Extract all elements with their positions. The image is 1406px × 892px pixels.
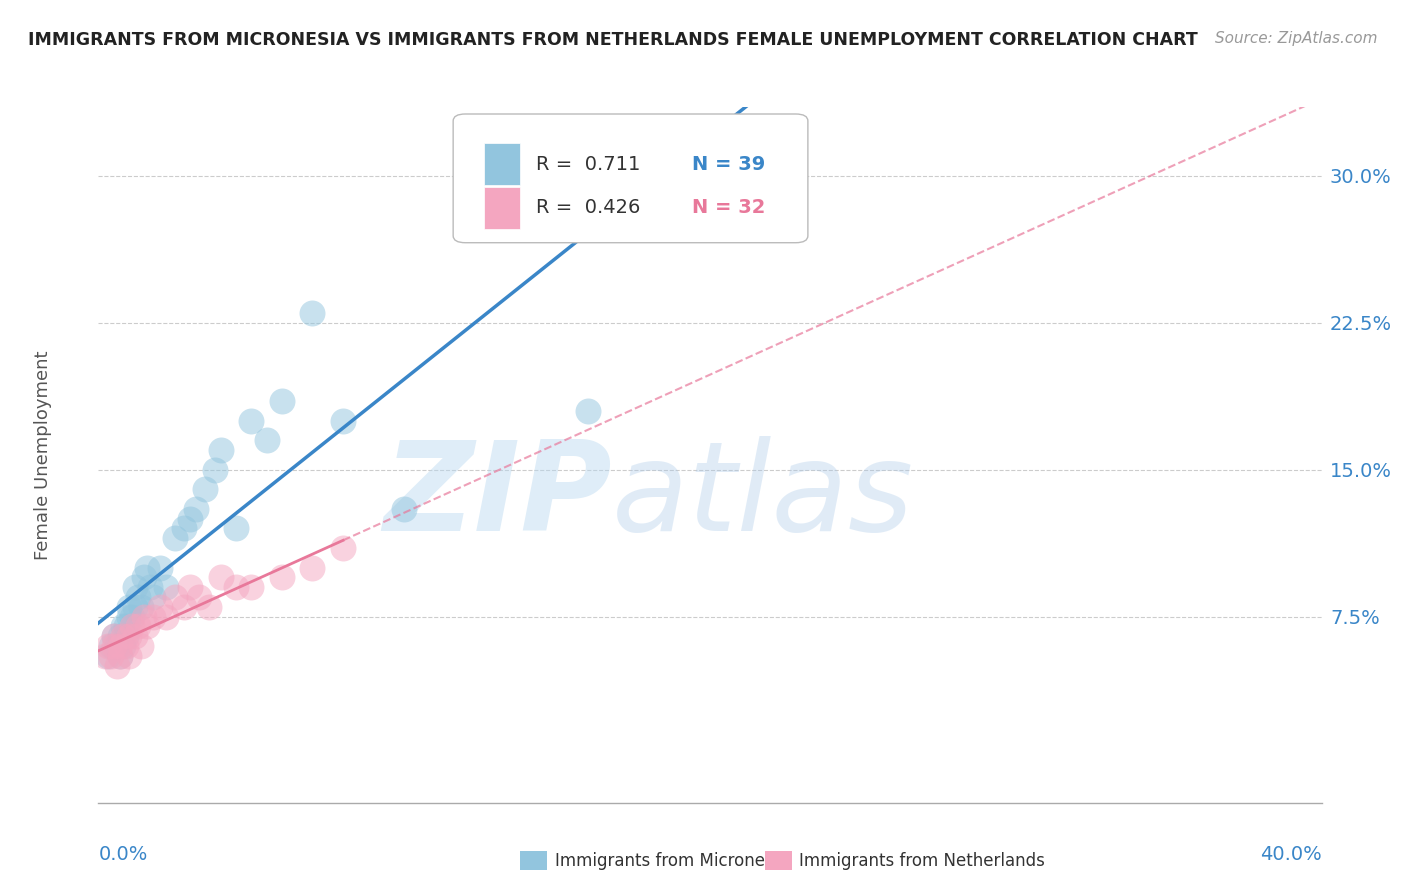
- Point: [134, 570, 156, 584]
- Text: Female Unemployment: Female Unemployment: [34, 351, 52, 559]
- Point: [179, 511, 201, 525]
- Point: [118, 609, 141, 624]
- Text: N = 39: N = 39: [692, 154, 765, 174]
- Point: [127, 619, 149, 633]
- Point: [115, 629, 138, 643]
- Point: [225, 521, 247, 535]
- Text: ZIP: ZIP: [384, 436, 612, 558]
- Point: [118, 599, 141, 614]
- Point: [209, 570, 232, 584]
- Point: [186, 501, 208, 516]
- Point: [129, 639, 152, 653]
- Point: [108, 648, 131, 663]
- Point: [103, 629, 125, 643]
- Point: [392, 501, 416, 516]
- Point: [115, 619, 138, 633]
- Point: [194, 482, 217, 496]
- Bar: [484, 144, 520, 185]
- Point: [155, 609, 177, 624]
- Point: [136, 560, 159, 574]
- Bar: [765, 851, 792, 871]
- Point: [173, 521, 195, 535]
- Point: [516, 178, 538, 193]
- Point: [127, 590, 149, 604]
- Point: [105, 658, 128, 673]
- Point: [188, 590, 211, 604]
- Point: [105, 639, 128, 653]
- Point: [270, 394, 292, 409]
- Point: [142, 609, 165, 624]
- Point: [124, 599, 146, 614]
- Point: [197, 599, 219, 614]
- Text: R =  0.711: R = 0.711: [536, 154, 641, 174]
- Point: [139, 580, 162, 594]
- Point: [93, 648, 115, 663]
- Bar: [484, 187, 520, 229]
- Text: Immigrants from Micronesia: Immigrants from Micronesia: [555, 852, 789, 870]
- Point: [97, 639, 120, 653]
- Point: [301, 560, 323, 574]
- Point: [301, 306, 323, 320]
- Point: [100, 639, 122, 653]
- Text: R =  0.426: R = 0.426: [536, 198, 641, 218]
- Text: N = 32: N = 32: [692, 198, 765, 218]
- Point: [124, 629, 146, 643]
- Text: IMMIGRANTS FROM MICRONESIA VS IMMIGRANTS FROM NETHERLANDS FEMALE UNEMPLOYMENT CO: IMMIGRANTS FROM MICRONESIA VS IMMIGRANTS…: [28, 31, 1198, 49]
- Point: [149, 560, 172, 574]
- Text: 40.0%: 40.0%: [1260, 845, 1322, 863]
- Point: [108, 648, 131, 663]
- Point: [115, 639, 138, 653]
- Point: [240, 414, 263, 428]
- Point: [118, 648, 141, 663]
- Point: [103, 639, 125, 653]
- Point: [163, 531, 186, 545]
- Text: Immigrants from Netherlands: Immigrants from Netherlands: [800, 852, 1045, 870]
- Point: [149, 599, 172, 614]
- Text: atlas: atlas: [612, 436, 914, 558]
- Point: [100, 648, 122, 663]
- Point: [209, 443, 232, 458]
- Text: Source: ZipAtlas.com: Source: ZipAtlas.com: [1215, 31, 1378, 46]
- Point: [103, 629, 125, 643]
- Point: [111, 629, 134, 643]
- Point: [163, 590, 186, 604]
- Point: [576, 404, 599, 418]
- Point: [124, 580, 146, 594]
- Point: [332, 414, 354, 428]
- Point: [121, 619, 143, 633]
- Point: [155, 580, 177, 594]
- Point: [108, 639, 131, 653]
- Point: [256, 434, 278, 448]
- Point: [179, 580, 201, 594]
- Point: [173, 599, 195, 614]
- FancyBboxPatch shape: [453, 114, 808, 243]
- Point: [111, 639, 134, 653]
- Text: 0.0%: 0.0%: [98, 845, 148, 863]
- Point: [332, 541, 354, 555]
- Point: [204, 462, 226, 476]
- Point: [118, 629, 141, 643]
- Point: [129, 599, 152, 614]
- Point: [111, 619, 134, 633]
- Point: [270, 570, 292, 584]
- Point: [240, 580, 263, 594]
- Bar: [520, 851, 547, 871]
- Point: [108, 629, 131, 643]
- Point: [225, 580, 247, 594]
- Point: [134, 609, 156, 624]
- Point: [97, 648, 120, 663]
- Point: [121, 609, 143, 624]
- Point: [142, 590, 165, 604]
- Point: [136, 619, 159, 633]
